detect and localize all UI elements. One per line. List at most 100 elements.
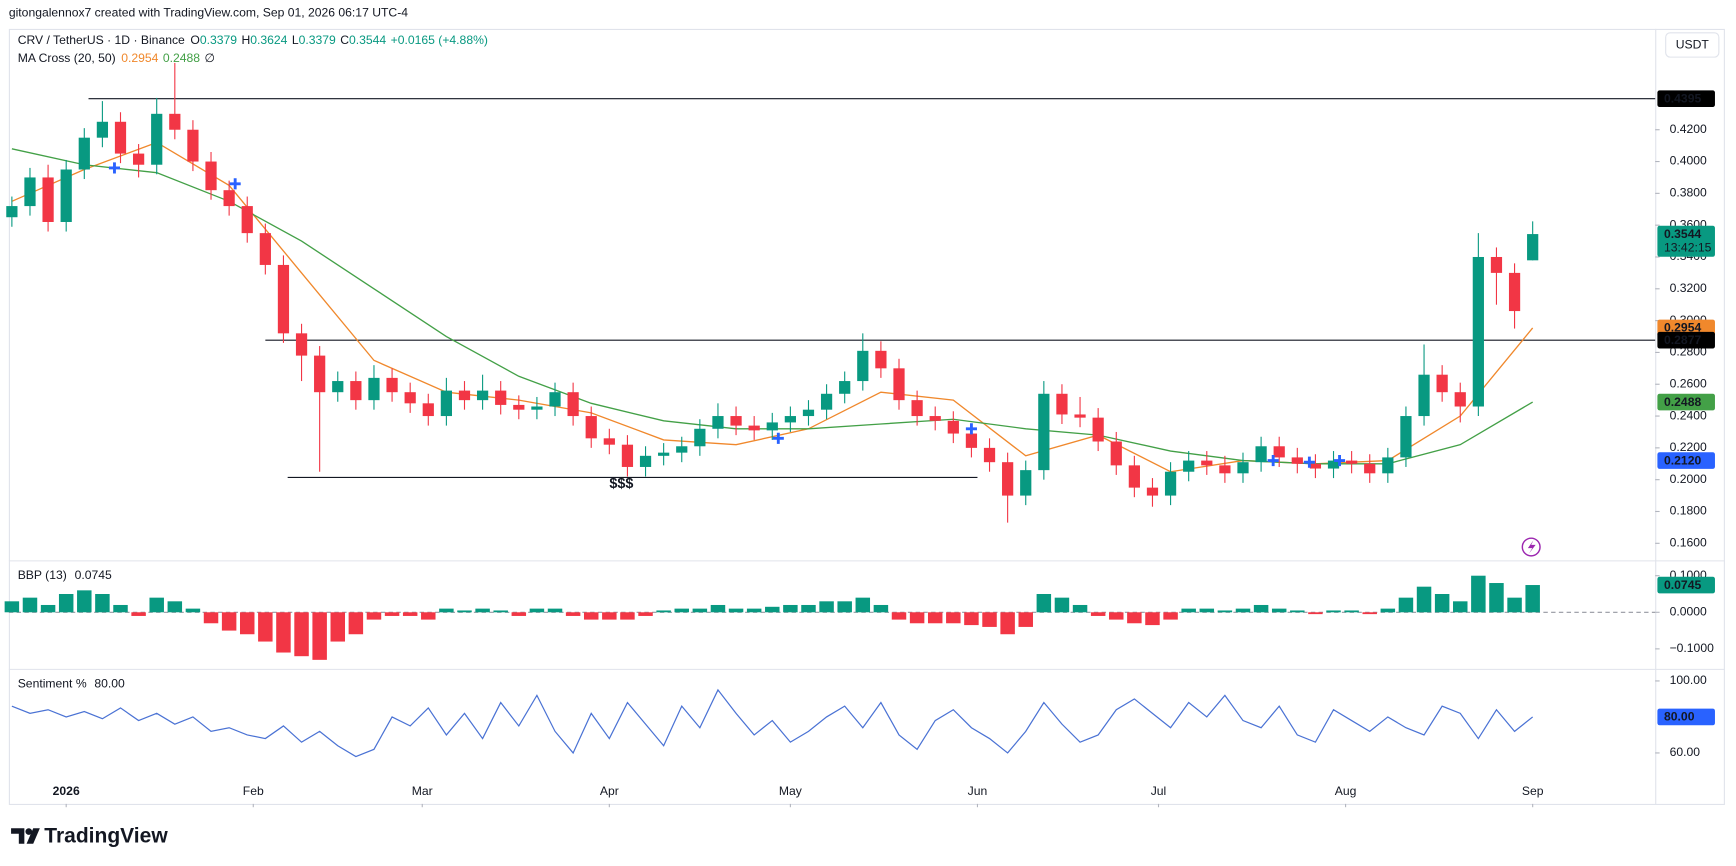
cross-marker bbox=[108, 162, 121, 174]
price-tag-label: 0.3544 bbox=[1664, 227, 1701, 241]
candle-body bbox=[96, 121, 109, 138]
ohlc-value: 0.3379 bbox=[200, 33, 237, 47]
ohlc-label: C bbox=[340, 33, 349, 47]
histogram-bar bbox=[1199, 608, 1215, 613]
logo-shape bbox=[25, 828, 33, 835]
histogram-bar bbox=[837, 601, 852, 613]
histogram-bar bbox=[1416, 586, 1432, 613]
candle-body bbox=[784, 416, 796, 423]
price-tag bbox=[1657, 331, 1715, 349]
candle-body bbox=[386, 377, 398, 393]
cross-marker bbox=[1334, 455, 1346, 467]
histogram-bar bbox=[1434, 593, 1450, 613]
candle-body bbox=[169, 113, 181, 130]
y-tick-label: −0.1000 bbox=[1670, 641, 1715, 655]
histogram-bar bbox=[710, 604, 726, 613]
candle-body bbox=[277, 264, 290, 334]
histogram-bar bbox=[330, 612, 346, 642]
candle-body bbox=[1219, 465, 1231, 474]
histogram-bar bbox=[656, 610, 671, 613]
alert-icon[interactable] bbox=[1521, 537, 1541, 557]
candle-body bbox=[404, 392, 416, 404]
ma-title: MA Cross (20, 50) bbox=[18, 51, 116, 65]
candle-body bbox=[1201, 460, 1213, 466]
histogram-bar bbox=[1018, 612, 1033, 627]
histogram-bar bbox=[402, 612, 418, 616]
histogram-bar bbox=[746, 608, 762, 613]
candle-body bbox=[1527, 234, 1539, 261]
candle-body bbox=[513, 404, 525, 410]
pane-legend-value: 80.00 bbox=[94, 677, 125, 691]
candle-body bbox=[422, 403, 434, 417]
histogram-bar bbox=[964, 612, 979, 626]
price-tag-label: 80.00 bbox=[1664, 710, 1695, 724]
histogram-bar bbox=[638, 612, 653, 616]
histogram-bar bbox=[421, 612, 436, 620]
histogram-bar bbox=[565, 612, 581, 616]
histogram-bar bbox=[819, 601, 834, 613]
brand-name: TradingView bbox=[44, 825, 168, 848]
histogram-bar bbox=[1253, 604, 1269, 613]
price-tag bbox=[1657, 225, 1715, 257]
histogram-bar bbox=[801, 604, 816, 613]
histogram-bar bbox=[348, 612, 364, 635]
alert-circle[interactable] bbox=[1521, 537, 1541, 557]
candle-body bbox=[24, 177, 36, 207]
y-tick-label: 100.00 bbox=[1670, 673, 1707, 687]
candle-body bbox=[965, 433, 978, 448]
histogram-bar bbox=[927, 612, 943, 624]
candle-body bbox=[658, 452, 670, 456]
symbol-legend: CRV / TetherUS · 1D · Binance O0.3379 H 0.3… bbox=[18, 33, 488, 47]
histogram-bar bbox=[1181, 608, 1196, 613]
histogram-bar bbox=[909, 612, 925, 624]
histogram-bar bbox=[22, 597, 38, 613]
ohlc-value: 0.3544 bbox=[349, 33, 386, 47]
candle-body bbox=[1092, 417, 1104, 442]
symbol-title: CRV / TetherUS · 1D · Binance bbox=[18, 33, 185, 47]
candle-body bbox=[495, 390, 507, 405]
ma-icon[interactable]: ∅ bbox=[204, 51, 215, 65]
price-tag bbox=[1657, 452, 1715, 469]
ohlc-label: O bbox=[190, 33, 199, 47]
candle-body bbox=[241, 206, 253, 234]
candle-body bbox=[875, 350, 887, 369]
histogram-bar bbox=[1109, 612, 1124, 620]
histogram-bar bbox=[1362, 612, 1377, 615]
histogram-bar bbox=[239, 612, 255, 635]
histogram-bar bbox=[620, 612, 635, 620]
logo-shape bbox=[11, 828, 25, 844]
histogram-bar bbox=[1054, 597, 1070, 613]
histogram-bar bbox=[439, 608, 454, 613]
currency-label[interactable]: USDT bbox=[1676, 38, 1710, 52]
candle-body bbox=[1454, 392, 1466, 407]
histogram-bar bbox=[1217, 610, 1233, 613]
histogram-bar bbox=[583, 612, 599, 620]
histogram-bar bbox=[95, 593, 110, 613]
chart-frame bbox=[8, 28, 1725, 805]
y-tick-label: 0.1600 bbox=[1670, 536, 1707, 550]
candle-body bbox=[1490, 256, 1503, 273]
histogram-bar bbox=[131, 612, 146, 616]
currency-button[interactable] bbox=[1665, 32, 1720, 58]
histogram-bar bbox=[873, 604, 889, 613]
ma-value: 0.2488 bbox=[163, 51, 200, 65]
candle-body bbox=[730, 416, 742, 426]
candle-body bbox=[1436, 374, 1448, 393]
histogram-bar bbox=[982, 612, 997, 627]
candle-body bbox=[1002, 462, 1014, 496]
histogram-bar bbox=[58, 593, 74, 613]
candle-body bbox=[531, 406, 543, 410]
candle-body bbox=[368, 377, 380, 401]
candle-body bbox=[1291, 457, 1303, 464]
ohlc-label: H bbox=[241, 33, 250, 47]
y-tick-label: 60.00 bbox=[1670, 745, 1701, 759]
candle-body bbox=[621, 444, 634, 467]
candle-body bbox=[1146, 487, 1159, 496]
ma-legend: MA Cross (20, 50) 0.2954 0.2488 ∅ bbox=[18, 51, 215, 65]
alert-bolt[interactable] bbox=[1527, 540, 1536, 554]
histogram-bar bbox=[1163, 612, 1178, 620]
candle-body bbox=[712, 416, 724, 429]
histogram-bar bbox=[4, 601, 20, 613]
candle-body bbox=[839, 381, 851, 394]
candle-body bbox=[6, 206, 18, 218]
